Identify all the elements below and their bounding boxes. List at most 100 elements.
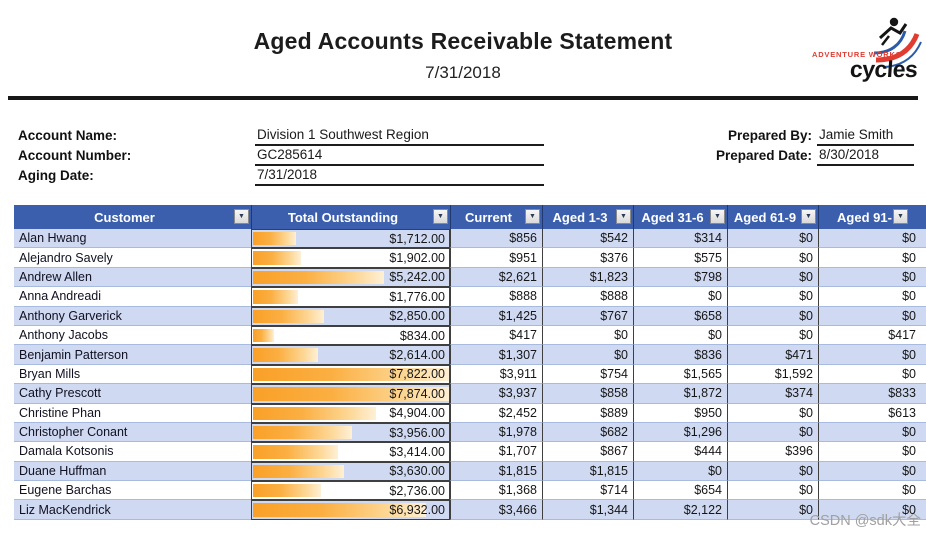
- aged-61-90-cell[interactable]: $0: [727, 287, 818, 307]
- current-cell[interactable]: $1,978: [450, 422, 542, 443]
- aged-31-60-cell[interactable]: $798: [633, 267, 727, 288]
- aging-date-value[interactable]: 7/31/2018: [255, 167, 544, 186]
- aged-1-30-cell[interactable]: $867: [542, 442, 633, 462]
- current-cell[interactable]: $1,815: [450, 461, 542, 482]
- customer-cell[interactable]: Liz MacKendrick: [14, 500, 251, 520]
- aged-91-plus-cell[interactable]: $0: [818, 442, 926, 462]
- aged-61-90-cell[interactable]: $0: [727, 229, 818, 249]
- aged-31-60-cell[interactable]: $444: [633, 442, 727, 462]
- current-cell[interactable]: $1,425: [450, 306, 542, 326]
- aged-61-90-cell[interactable]: $0: [727, 248, 818, 268]
- aged-91-plus-cell[interactable]: $0: [818, 345, 926, 365]
- column-header-aged-91-plus[interactable]: Aged 91- ▼: [818, 205, 926, 229]
- customer-cell[interactable]: Alan Hwang: [14, 229, 251, 249]
- aged-91-plus-cell[interactable]: $613: [818, 403, 926, 423]
- aged-31-60-cell[interactable]: $314: [633, 229, 727, 249]
- customer-cell[interactable]: Anthony Jacobs: [14, 326, 251, 346]
- aged-1-30-cell[interactable]: $754: [542, 364, 633, 385]
- total-outstanding-cell[interactable]: $1,902.00: [251, 248, 450, 268]
- total-outstanding-cell[interactable]: $5,242.00: [251, 267, 450, 288]
- aged-1-30-cell[interactable]: $376: [542, 248, 633, 268]
- prepared-by-value[interactable]: Jamie Smith: [817, 127, 914, 146]
- aged-61-90-cell[interactable]: $0: [727, 500, 818, 520]
- aged-91-plus-cell[interactable]: $0: [818, 422, 926, 443]
- aged-1-30-cell[interactable]: $888: [542, 287, 633, 307]
- customer-cell[interactable]: Andrew Allen: [14, 268, 251, 288]
- aged-1-30-cell[interactable]: $858: [542, 384, 633, 404]
- aged-1-30-cell[interactable]: $1,823: [542, 267, 633, 288]
- aged-91-plus-cell[interactable]: $0: [818, 364, 926, 385]
- total-outstanding-cell[interactable]: $7,822.00: [251, 364, 450, 385]
- filter-dropdown-button[interactable]: ▼: [433, 209, 448, 224]
- aged-91-plus-cell[interactable]: $0: [818, 461, 926, 482]
- aged-91-plus-cell[interactable]: $0: [818, 248, 926, 268]
- total-outstanding-cell[interactable]: $2,850.00: [251, 306, 450, 326]
- aged-61-90-cell[interactable]: $0: [727, 325, 818, 346]
- customer-cell[interactable]: Anthony Garverick: [14, 307, 251, 326]
- aged-31-60-cell[interactable]: $1,565: [633, 364, 727, 385]
- current-cell[interactable]: $417: [450, 325, 542, 346]
- current-cell[interactable]: $3,466: [450, 500, 542, 520]
- total-outstanding-cell[interactable]: $3,414.00: [251, 442, 450, 462]
- aged-61-90-cell[interactable]: $0: [727, 267, 818, 288]
- aged-1-30-cell[interactable]: $542: [542, 229, 633, 249]
- aged-1-30-cell[interactable]: $767: [542, 306, 633, 326]
- account-number-value[interactable]: GC285614: [255, 147, 544, 166]
- filter-dropdown-button[interactable]: ▼: [801, 209, 816, 224]
- aged-91-plus-cell[interactable]: $0: [818, 500, 926, 520]
- filter-dropdown-button[interactable]: ▼: [616, 209, 631, 224]
- column-header-aged-1-30[interactable]: Aged 1-3 ▼: [542, 205, 633, 229]
- customer-cell[interactable]: Christine Phan: [14, 404, 251, 423]
- aged-31-60-cell[interactable]: $0: [633, 461, 727, 482]
- aged-31-60-cell[interactable]: $2,122: [633, 500, 727, 520]
- customer-cell[interactable]: Cathy Prescott: [14, 384, 251, 404]
- aged-61-90-cell[interactable]: $0: [727, 481, 818, 501]
- account-name-value[interactable]: Division 1 Southwest Region: [255, 127, 544, 146]
- aged-1-30-cell[interactable]: $0: [542, 325, 633, 346]
- current-cell[interactable]: $2,452: [450, 403, 542, 423]
- aged-31-60-cell[interactable]: $1,296: [633, 422, 727, 443]
- total-outstanding-cell[interactable]: $834.00: [251, 325, 450, 346]
- aged-91-plus-cell[interactable]: $0: [818, 267, 926, 288]
- aged-1-30-cell[interactable]: $682: [542, 422, 633, 443]
- current-cell[interactable]: $856: [450, 229, 542, 249]
- aged-1-30-cell[interactable]: $1,815: [542, 461, 633, 482]
- customer-cell[interactable]: Benjamin Patterson: [14, 345, 251, 365]
- aged-1-30-cell[interactable]: $0: [542, 345, 633, 365]
- customer-cell[interactable]: Damala Kotsonis: [14, 442, 251, 462]
- aged-31-60-cell[interactable]: $0: [633, 325, 727, 346]
- current-cell[interactable]: $888: [450, 287, 542, 307]
- filter-dropdown-button[interactable]: ▼: [525, 209, 540, 224]
- aged-31-60-cell[interactable]: $950: [633, 403, 727, 423]
- total-outstanding-cell[interactable]: $4,904.00: [251, 403, 450, 423]
- customer-cell[interactable]: Bryan Mills: [14, 365, 251, 385]
- customer-cell[interactable]: Anna Andreadi: [14, 287, 251, 307]
- customer-cell[interactable]: Duane Huffman: [14, 462, 251, 482]
- aged-91-plus-cell[interactable]: $0: [818, 481, 926, 501]
- total-outstanding-cell[interactable]: $1,712.00: [251, 229, 450, 249]
- total-outstanding-cell[interactable]: $7,874.00: [251, 384, 450, 404]
- current-cell[interactable]: $1,707: [450, 442, 542, 462]
- aged-91-plus-cell[interactable]: $833: [818, 384, 926, 404]
- column-header-aged-31-60[interactable]: Aged 31-6 ▼: [633, 205, 727, 229]
- total-outstanding-cell[interactable]: $1,776.00: [251, 287, 450, 307]
- total-outstanding-cell[interactable]: $3,956.00: [251, 422, 450, 443]
- aged-91-plus-cell[interactable]: $0: [818, 229, 926, 249]
- aged-31-60-cell[interactable]: $658: [633, 306, 727, 326]
- aged-31-60-cell[interactable]: $575: [633, 248, 727, 268]
- filter-dropdown-button[interactable]: ▼: [893, 209, 908, 224]
- column-header-current[interactable]: Current ▼: [450, 205, 542, 229]
- column-header-total-outstanding[interactable]: Total Outstanding ▼: [251, 205, 450, 229]
- aged-31-60-cell[interactable]: $836: [633, 345, 727, 365]
- current-cell[interactable]: $3,911: [450, 364, 542, 385]
- aged-91-plus-cell[interactable]: $0: [818, 306, 926, 326]
- customer-cell[interactable]: Eugene Barchas: [14, 481, 251, 501]
- current-cell[interactable]: $951: [450, 248, 542, 268]
- filter-dropdown-button[interactable]: ▼: [710, 209, 725, 224]
- aged-1-30-cell[interactable]: $1,344: [542, 500, 633, 520]
- aged-31-60-cell[interactable]: $654: [633, 481, 727, 501]
- total-outstanding-cell[interactable]: $6,932.00: [251, 500, 450, 520]
- current-cell[interactable]: $1,368: [450, 481, 542, 501]
- prepared-date-value[interactable]: 8/30/2018: [817, 147, 914, 166]
- filter-dropdown-button[interactable]: ▼: [234, 209, 249, 224]
